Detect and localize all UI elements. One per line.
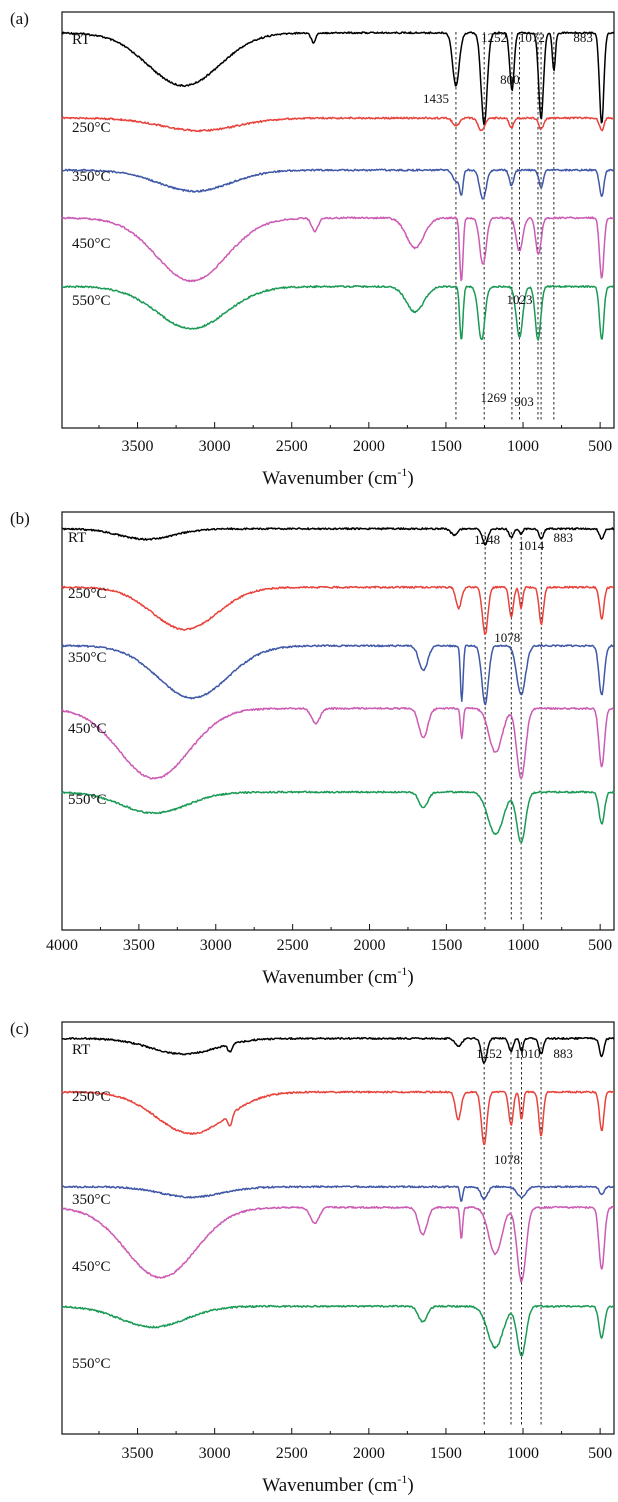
plot-frame [61,11,615,429]
peak-annotation: 883 [553,1046,573,1061]
panel-b: (b) 4000 3500 3000 2500 2000 1500 1000 500 Wavenu… [10,509,615,988]
series-label: 350°C [68,650,107,666]
x-axis-label: Wavenumber (cm-1) [262,1472,413,1496]
series-label: 250°C [72,120,111,136]
spectrum-line [61,285,615,341]
peak-annotation: 1072 [519,30,545,45]
peak-annotation: 1269 [481,390,507,405]
x-tick-label: 2500 [276,438,308,455]
peak-annotation: 1010 [514,1046,540,1061]
peak-annotation: 800 [500,72,520,87]
series-label: 550°C [72,293,111,309]
x-tick-label: 2000 [353,1445,385,1462]
x-axis-label: Wavenumber (cm-1) [262,465,413,489]
series-label: 450°C [72,236,111,252]
series-label: 450°C [68,721,107,737]
panel-label: (c) [10,1019,29,1038]
series-label: 550°C [68,792,107,808]
peak-annotation: 1252 [481,30,507,45]
plot-frame [61,1021,615,1435]
spectrum-line [61,31,615,126]
x-tick-label: 3500 [122,438,154,455]
spectrum-line [61,644,615,706]
spectrum-line [61,1205,615,1283]
peak-annotation: 1435 [423,91,449,106]
peak-annotation: 1078 [494,1152,520,1167]
series-label: 250°C [68,586,107,602]
x-tick-label: 500 [588,438,612,455]
series-label: RT [68,530,86,546]
x-tick-label: 500 [588,1445,612,1462]
peak-annotation: 883 [554,530,574,545]
panel-a: (a) 3500 3000 2500 2000 1500 1000 500 Wavenumber… [10,9,615,489]
x-tick-label: 2000 [354,937,386,954]
x-tick-label: 1500 [430,937,462,954]
series-label: 550°C [72,1356,111,1372]
spectrum-line [61,790,615,843]
x-tick-label: 1000 [507,1445,539,1462]
peak-annotation: 1252 [476,1046,502,1061]
spectrum-line [61,116,615,133]
spectrum-line [61,1090,615,1146]
series-label: RT [72,32,90,48]
x-tick-label: 2500 [277,937,309,954]
spectrum-line [61,706,615,780]
series-label: RT [72,1042,90,1058]
x-tick-label: 500 [588,937,612,954]
x-tick-label: 3500 [123,937,155,954]
peak-annotation: 1014 [518,538,545,553]
series-label: 250°C [72,1089,111,1105]
spectrum-line [61,1185,614,1202]
peak-annotation: 1023 [506,292,532,307]
panel-c: (c) 3500 3000 2500 2000 1500 1000 500 Wavenumber… [10,1019,615,1496]
spectrum-line [61,585,615,635]
peak-annotation: 1078 [494,630,520,645]
series-label: 350°C [72,169,111,185]
peak-annotation: 883 [573,30,593,45]
spectrum-line [61,527,615,546]
x-tick-label: 1500 [430,1445,462,1462]
x-tick-label: 3500 [122,1445,154,1462]
series-label: 450°C [72,1259,111,1275]
series-label: 350°C [72,1192,111,1208]
spectrum-line [61,1304,614,1357]
x-tick-label: 2500 [276,1445,308,1462]
panel-label: (a) [10,9,29,28]
plot-frame [61,511,615,931]
x-tick-label: 3000 [199,1445,231,1462]
x-tick-label: 2000 [353,438,385,455]
x-tick-label: 3000 [200,937,232,954]
x-tick-label: 4000 [46,937,78,954]
peak-annotation: 1248 [474,532,500,547]
spectrum-line [61,216,615,283]
x-tick-label: 1000 [507,438,539,455]
x-tick-label: 3000 [199,438,231,455]
x-tick-label: 1500 [430,438,462,455]
panel-label: (b) [10,509,30,528]
x-axis-label: Wavenumber (cm-1) [262,964,413,988]
peak-annotation: 903 [514,394,534,409]
x-tick-label: 1000 [507,937,539,954]
spectrum-line [61,1036,615,1065]
spectrum-line [62,168,615,200]
